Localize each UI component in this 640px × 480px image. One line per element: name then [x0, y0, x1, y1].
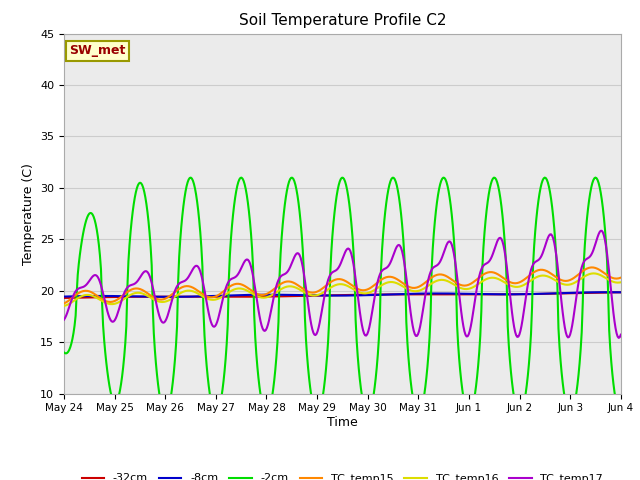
X-axis label: Time: Time [327, 416, 358, 429]
Y-axis label: Temperature (C): Temperature (C) [22, 163, 35, 264]
Text: SW_met: SW_met [70, 44, 126, 58]
Title: Soil Temperature Profile C2: Soil Temperature Profile C2 [239, 13, 446, 28]
Legend: -32cm, -8cm, -2cm, TC_temp15, TC_temp16, TC_temp17: -32cm, -8cm, -2cm, TC_temp15, TC_temp16,… [77, 469, 607, 480]
